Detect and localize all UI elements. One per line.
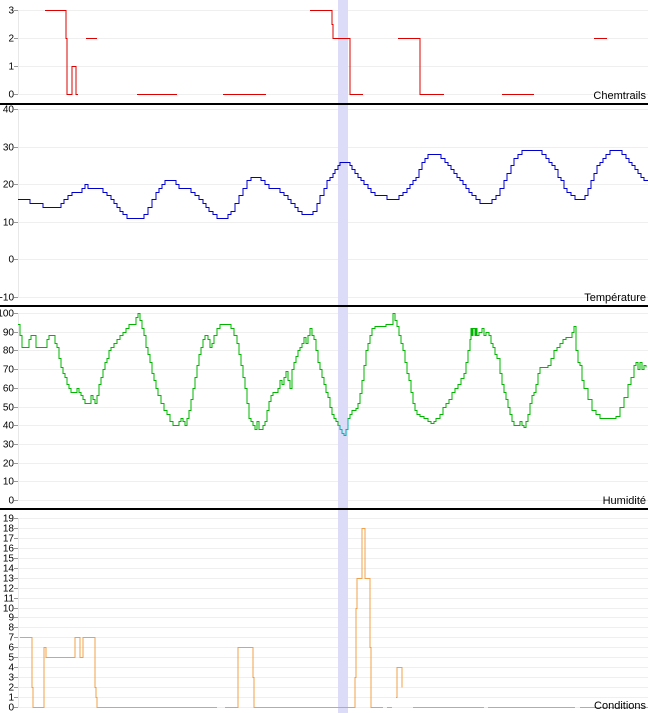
panel-title-chemtrails: Chemtrails [593,90,646,102]
y-tick-label: 3 [8,6,14,17]
y-tick-label: 60 [3,384,15,395]
y-tick-label: 0 [8,496,14,507]
conditions-line [20,637,217,708]
chemtrails-plot: 0 1 2 3 [8,0,648,103]
chemtrails-line [45,10,78,95]
panel-title-humidity: Humidité [602,495,646,507]
y-tick-label: 40 [3,105,15,116]
y-tick-label: 7 [8,633,14,644]
y-tick-label: 17 [3,534,15,545]
y-tick-label: 9 [8,613,14,624]
y-tick-label: 13 [3,574,15,585]
panel-humidity: 0 10 20 30 40 50 60 70 80 90 100 Humidité [0,307,648,508]
panel-chemtrails: 0 1 2 3 Chemtrails [0,0,648,103]
temperature-plot: -10 0 10 20 30 40 [0,105,648,305]
y-tick-label: 5 [8,653,14,664]
y-tick-label: 90 [3,328,15,339]
y-tick-label: 0 [8,703,14,713]
panel-separator [0,508,648,510]
y-tick-label: 1 [8,693,14,704]
y-tick-label: 2 [8,34,14,45]
y-tick-label: 100 [0,309,14,320]
humidity-dip-line [338,418,349,436]
chemtrails-line [398,38,444,95]
y-tick-label: 30 [3,143,15,154]
y-tick-label: 3 [8,673,14,684]
y-tick-label: 14 [3,564,15,575]
y-tick-label: 0 [8,90,14,101]
temperature-line [18,150,648,219]
panel-title-temperature: Température [584,292,646,304]
y-tick-label: 12 [3,584,15,595]
y-tick-label: 10 [3,604,15,615]
y-tick-label: 1 [8,62,14,73]
panel-temperature: -10 0 10 20 30 40 Température [0,105,648,305]
y-tick-label: -10 [0,293,14,304]
y-tick-label: 10 [3,477,15,488]
y-tick-label: 16 [3,544,15,555]
y-tick-label: 11 [4,594,15,605]
chemtrails-line [310,10,363,95]
y-tick-label: 10 [3,218,15,229]
y-tick-label: 20 [3,459,15,470]
panel-conditions: 0 1 2 3 4 5 6 7 8 9 10 11 12 13 14 15 16 17 18 19 Condition… [0,510,648,713]
y-tick-label: 80 [3,346,15,357]
highlight-band [338,105,348,305]
y-tick-label: 30 [3,440,15,451]
highlight-band [338,307,348,508]
y-tick-label: 20 [3,180,15,191]
y-tick-label: 50 [3,403,15,414]
panel-separator [0,103,648,105]
conditions-line [225,528,383,708]
humidity-line [18,313,647,436]
humidity-plot: 0 10 20 30 40 50 60 70 80 90 100 [0,307,648,508]
panel-separator [0,305,648,307]
highlight-band [338,510,348,713]
y-tick-label: 8 [8,623,14,634]
panel-title-conditions: Conditions [594,700,646,712]
y-tick-label: 70 [3,365,15,376]
y-tick-label: 4 [8,663,14,674]
highlight-band [338,0,348,103]
y-tick-label: 2 [8,683,14,694]
y-tick-label: 0 [8,255,14,266]
y-tick-label: 6 [8,643,14,654]
y-tick-label: 15 [3,554,15,565]
y-tick-label: 40 [3,421,15,432]
conditions-line [396,667,403,698]
y-tick-label: 19 [3,514,15,525]
y-tick-label: 18 [3,524,15,535]
